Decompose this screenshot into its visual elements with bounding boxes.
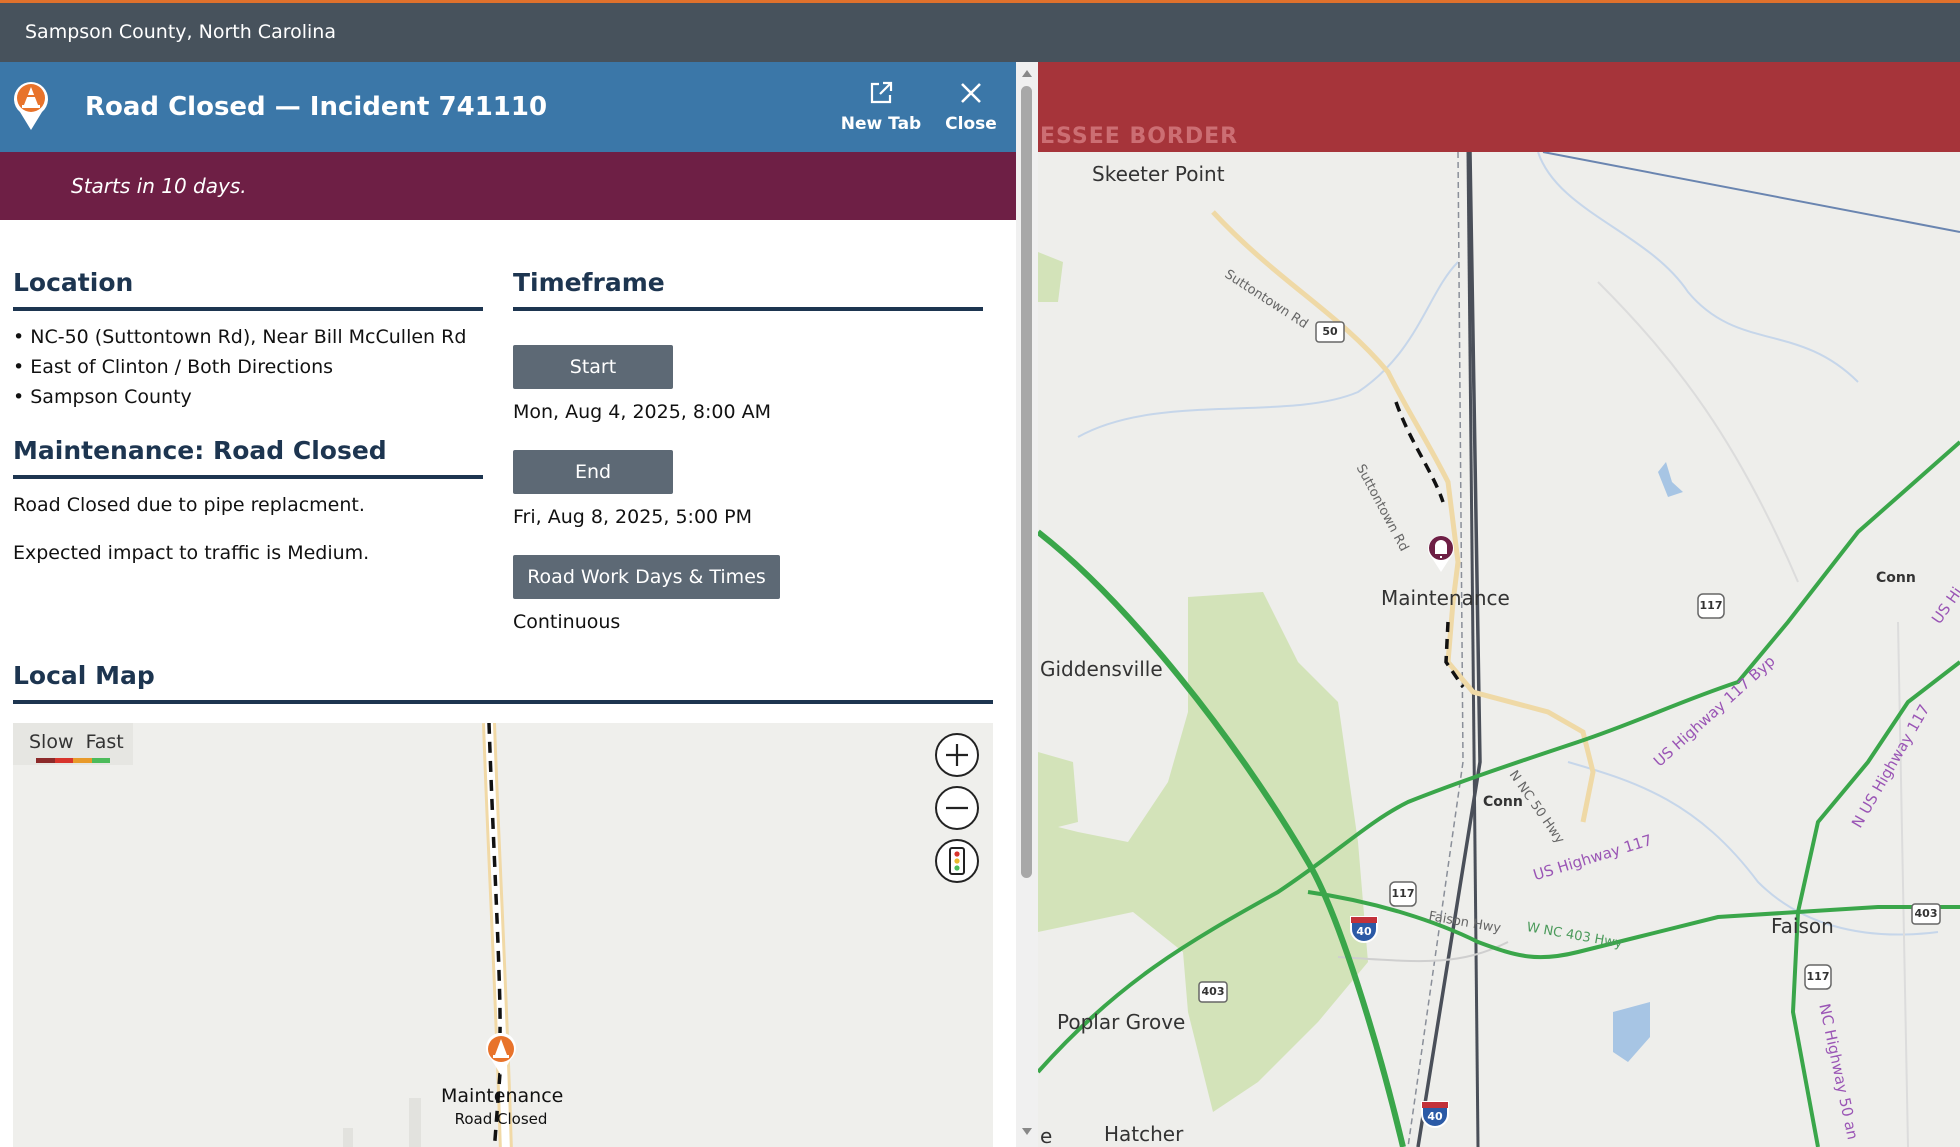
construction-pin-icon xyxy=(14,82,49,130)
start-banner-text: Starts in 10 days. xyxy=(71,174,247,198)
route-403-shield: 403 xyxy=(1201,985,1225,998)
scrollbar-thumb[interactable] xyxy=(1021,86,1032,878)
place-label: Conn xyxy=(1876,570,1916,586)
end-button[interactable]: End xyxy=(513,450,673,494)
location-heading: Location xyxy=(13,268,134,297)
plus-icon xyxy=(946,744,968,766)
location-line: • NC-50 (Suttontown Rd), Near Bill McCul… xyxy=(13,326,467,348)
route-403-shield: 403 xyxy=(1914,907,1938,920)
panel-header: Road Closed — Incident 741110 New Tab Cl… xyxy=(0,62,1016,152)
location-divider xyxy=(13,307,483,311)
route-117-shield: 117 xyxy=(1391,887,1415,900)
new-tab-label: New Tab xyxy=(840,114,922,134)
timeframe-heading: Timeframe xyxy=(513,268,665,297)
place-label: Conn xyxy=(1483,794,1523,810)
panel-scrollbar[interactable] xyxy=(1016,62,1038,1147)
minus-icon xyxy=(946,806,968,810)
new-tab-button[interactable]: New Tab xyxy=(836,80,926,144)
start-button[interactable]: Start xyxy=(513,345,673,389)
end-datetime: Fri, Aug 8, 2025, 5:00 PM xyxy=(513,506,753,528)
route-50-shield xyxy=(1315,321,1345,343)
main-map[interactable]: ESSEE BORDER Skeeter Point Giddensville … xyxy=(1038,62,1960,1147)
legend-color-bar xyxy=(36,758,110,763)
route-117-shield: 117 xyxy=(1806,970,1830,983)
local-marker-title: Maintenance xyxy=(441,1085,564,1107)
local-marker-subtitle: Road Closed xyxy=(454,1110,548,1128)
main-map-canvas xyxy=(1038,151,1960,1147)
place-label: Poplar Grove xyxy=(1057,1010,1186,1034)
external-link-icon xyxy=(870,81,893,104)
main-marker-label: Maintenance xyxy=(1381,586,1510,610)
start-banner: Starts in 10 days. xyxy=(0,152,1016,220)
local-map-divider xyxy=(13,700,993,704)
zoom-out-button[interactable] xyxy=(935,786,979,830)
location-line: • East of Clinton / Both Directions xyxy=(13,356,334,378)
place-label: Faison xyxy=(1771,914,1834,938)
zoom-in-button[interactable] xyxy=(935,733,979,777)
maintenance-description: Road Closed due to pipe replacment. xyxy=(13,494,365,516)
maintenance-heading: Maintenance: Road Closed xyxy=(13,436,387,465)
traffic-layer-button[interactable] xyxy=(935,839,979,883)
location-line: • Sampson County xyxy=(13,386,192,408)
construction-marker-icon xyxy=(486,1033,516,1075)
traffic-legend: Slow Fast xyxy=(13,723,133,765)
scroll-up-arrow-icon[interactable] xyxy=(1021,68,1033,78)
close-label: Close xyxy=(945,114,997,134)
route-50-shield: 50 xyxy=(1322,325,1338,338)
local-map[interactable]: Slow Fast Maintenance Road Clos xyxy=(13,723,993,1147)
traffic-light-icon xyxy=(949,847,965,875)
road-work-days-value: Continuous xyxy=(513,611,621,633)
timeframe-divider xyxy=(513,307,983,311)
place-label: Hatcher xyxy=(1104,1122,1184,1146)
app-title: Sampson County, North Carolina xyxy=(25,21,336,43)
traffic-impact: Expected impact to traffic is Medium. xyxy=(13,542,370,564)
alert-region-band: ESSEE BORDER xyxy=(1038,62,1960,152)
start-datetime: Mon, Aug 4, 2025, 8:00 AM xyxy=(513,401,771,423)
close-icon xyxy=(961,83,981,103)
incident-panel: Road Closed — Incident 741110 New Tab Cl… xyxy=(0,62,1016,1147)
incident-title: Road Closed — Incident 741110 xyxy=(85,92,548,122)
place-label: Skeeter Point xyxy=(1092,162,1225,186)
border-label: ESSEE BORDER xyxy=(1040,124,1239,149)
interstate-40-shield: 40 xyxy=(1356,925,1372,938)
local-map-heading: Local Map xyxy=(13,661,155,690)
local-map-roads xyxy=(343,723,513,1147)
close-button[interactable]: Close xyxy=(926,80,1016,144)
scroll-down-arrow-icon[interactable] xyxy=(1021,1127,1033,1137)
place-label: e xyxy=(1040,1124,1053,1147)
place-label: Giddensville xyxy=(1040,657,1163,681)
route-117-shield: 117 xyxy=(1699,599,1723,612)
legend-label: Slow Fast xyxy=(29,731,124,753)
road-work-days-button[interactable]: Road Work Days & Times xyxy=(513,555,780,599)
maintenance-divider xyxy=(13,475,483,479)
interstate-40-shield: 40 xyxy=(1427,1110,1443,1123)
app-header: Sampson County, North Carolina xyxy=(0,0,1960,62)
